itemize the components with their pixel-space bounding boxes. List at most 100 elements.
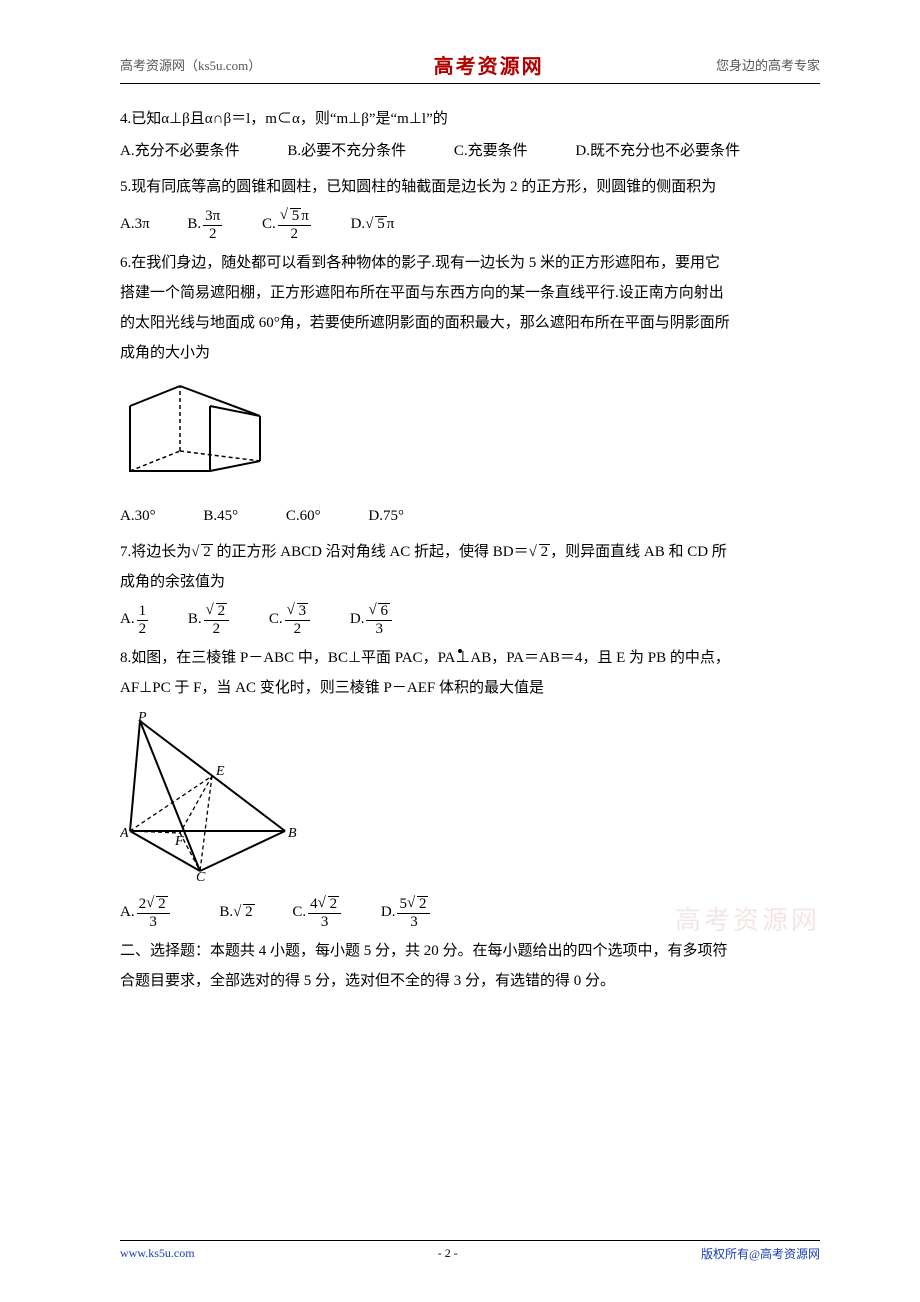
q6-opt-c: C.60° <box>286 501 321 531</box>
q8-c-rad: 2 <box>328 896 340 912</box>
q8-p2: AF⊥PC 于 F，当 AC 变化时，则三棱锥 P－AEF 体积的最大值是 <box>120 673 820 703</box>
content: 4.已知α⊥β且α∩β＝l，m⊂α，则“m⊥β”是“m⊥l”的 A.充分不必要条… <box>120 104 820 996</box>
q8-label-b: B <box>288 826 297 841</box>
q4-options: A.充分不必要条件 B.必要不充分条件 C.充要条件 D.既不充分也不必要条件 <box>120 136 820 166</box>
q5-options: A.3π B.3π2 C.5π2 D.5 π <box>120 208 820 242</box>
q8-b-rad: 2 <box>243 904 255 920</box>
q8-opt-b: B. 2 <box>219 897 254 927</box>
q7-a-prefix: A. <box>120 604 135 634</box>
q5-b-num: 3π <box>203 209 222 225</box>
q8-label-c: C <box>196 870 206 881</box>
q8-a-rad: 2 <box>156 896 168 912</box>
q7-a-den: 2 <box>137 620 149 637</box>
q5-stem: 5.现有同底等高的圆锥和圆柱，已知圆柱的轴截面是边长为 2 的正方形，则圆锥的侧… <box>120 172 820 202</box>
q8-d-prefix: D. <box>381 897 396 927</box>
q6-p1: 6.在我们身边，随处都可以看到各种物体的影子.现有一边长为 5 米的正方形遮阳布… <box>120 248 820 278</box>
q8-a-pre: 2 <box>139 897 147 912</box>
q7-b-prefix: B. <box>188 604 202 634</box>
q8-label-p: P <box>137 711 147 725</box>
sec2-p2: 合题目要求，全部选对的得 5 分，选对但不全的得 3 分，有选错的得 0 分。 <box>120 966 820 996</box>
q8-p1: 8.如图，在三棱锥 P－ABC 中，BC⊥平面 PAC，PA⊥AB，PA＝AB＝… <box>120 643 820 673</box>
footer-right: 版权所有@高考资源网 <box>701 1245 820 1262</box>
q8-c-pre: 4 <box>310 897 318 912</box>
q8-options: A.223 B.2 C.423 D.523 <box>120 896 820 930</box>
q8-d-rad: 2 <box>417 896 429 912</box>
q8-c-prefix: C. <box>292 897 306 927</box>
q8-opt-a: A. 223 <box>120 896 172 930</box>
q7-a-num: 1 <box>137 604 149 620</box>
header-center-logo: 高考资源网 <box>434 50 544 79</box>
q5-d-suffix: π <box>387 209 395 239</box>
q5-c-suffix: π <box>301 209 309 224</box>
question-4: 4.已知α⊥β且α∩β＝l，m⊂α，则“m⊥β”是“m⊥l”的 A.充分不必要条… <box>120 104 820 166</box>
q7-opt-d: D. 63 <box>350 603 394 637</box>
q7-opt-b: B.22 <box>188 603 231 637</box>
q7-line2: 成角的余弦值为 <box>120 567 820 597</box>
section-2-intro: 二、选择题：本题共 4 小题，每小题 5 分，共 20 分。在每小题给出的四个选… <box>120 936 820 996</box>
q7-c-rad: 3 <box>297 603 309 619</box>
sec2-p1: 二、选择题：本题共 4 小题，每小题 5 分，共 20 分。在每小题给出的四个选… <box>120 936 820 966</box>
q8-b-prefix: B. <box>219 897 233 927</box>
q8-d-den: 3 <box>397 913 430 930</box>
q4-stem: 4.已知α⊥β且α∩β＝l，m⊂α，则“m⊥β”是“m⊥l”的 <box>120 104 820 134</box>
q7-post: ，则异面直线 AB 和 CD 所 <box>550 544 727 560</box>
q8-label-e: E <box>215 764 225 779</box>
footer-left: www.ks5u.com <box>120 1246 195 1261</box>
q6-opt-a: A.30° <box>120 501 156 531</box>
q7-pre: 7.将边长为 <box>120 544 191 560</box>
q8-d-pre: 5 <box>399 897 407 912</box>
q7-opt-a: A.12 <box>120 604 150 637</box>
q8-label-f: F <box>174 834 184 849</box>
q5-opt-b: B.3π2 <box>187 209 224 242</box>
q7-mid: 的正方形 ABCD 沿对角线 AC 折起，使得 BD＝ <box>213 544 529 560</box>
q6-opt-d: D.75° <box>368 501 404 531</box>
q7-d-rad: 6 <box>378 603 390 619</box>
q8-a-den: 3 <box>137 913 170 930</box>
header-left: 高考资源网（ks5u.com） <box>120 55 261 74</box>
footer-rule <box>120 1240 820 1241</box>
question-7: 7.将边长为2 的正方形 ABCD 沿对角线 AC 折起，使得 BD＝2，则异面… <box>120 537 820 637</box>
q7-c-prefix: C. <box>269 604 283 634</box>
header-right: 您身边的高考专家 <box>716 55 820 74</box>
q7-rad2: 2 <box>539 544 551 560</box>
q7-b-rad: 2 <box>216 603 228 619</box>
q7-d-prefix: D. <box>350 604 365 634</box>
q7-b-den: 2 <box>204 620 230 637</box>
q5-b-prefix: B. <box>187 209 201 239</box>
q4-opt-b: B.必要不充分条件 <box>287 136 406 166</box>
q6-figure <box>120 376 820 497</box>
question-6: 6.在我们身边，随处都可以看到各种物体的影子.现有一边长为 5 米的正方形遮阳布… <box>120 248 820 531</box>
q5-opt-c: C. 5π2 <box>262 208 313 242</box>
q7-line1: 7.将边长为2 的正方形 ABCD 沿对角线 AC 折起，使得 BD＝2，则异面… <box>120 537 820 567</box>
q4-opt-c: C.充要条件 <box>454 136 528 166</box>
q4-opt-a: A.充分不必要条件 <box>120 136 240 166</box>
q4-opt-d: D.既不充分也不必要条件 <box>575 136 740 166</box>
q7-c-den: 2 <box>285 620 311 637</box>
footer-page-number: - 2 - <box>438 1246 458 1261</box>
q5-d-prefix: D. <box>351 209 366 239</box>
q8-c-den: 3 <box>308 913 341 930</box>
q6-options: A.30° B.45° C.60° D.75° <box>120 501 820 531</box>
q8-a-prefix: A. <box>120 897 135 927</box>
page-footer: www.ks5u.com - 2 - 版权所有@高考资源网 <box>120 1240 820 1262</box>
page-header: 高考资源网（ks5u.com） 高考资源网 您身边的高考专家 <box>120 50 820 79</box>
q8-label-a: A <box>120 826 129 841</box>
question-8: 8.如图，在三棱锥 P－ABC 中，BC⊥平面 PAC，PA⊥AB，PA＝AB＝… <box>120 643 820 930</box>
question-5: 5.现有同底等高的圆锥和圆柱，已知圆柱的轴截面是边长为 2 的正方形，则圆锥的侧… <box>120 172 820 242</box>
q7-opt-c: C. 32 <box>269 603 312 637</box>
q6-p4: 成角的大小为 <box>120 338 820 368</box>
q8-opt-c: C. 423 <box>292 896 343 930</box>
q6-opt-b: B.45° <box>203 501 238 531</box>
header-rule <box>120 83 820 84</box>
q5-d-rad: 5 <box>375 216 387 232</box>
q5-c-den: 2 <box>278 225 311 242</box>
q6-p3: 的太阳光线与地面成 60°角，若要使所遮阴影面的面积最大，那么遮阳布所在平面与阴… <box>120 308 820 338</box>
q5-opt-d: D. 5 π <box>351 209 395 239</box>
q7-options: A.12 B.22 C.32 D.63 <box>120 603 820 637</box>
q7-d-den: 3 <box>366 620 392 637</box>
q8-opt-d: D.523 <box>381 896 433 930</box>
q5-c-rad: 5 <box>290 208 302 224</box>
q5-c-prefix: C. <box>262 209 276 239</box>
q7-rad1: 2 <box>201 544 213 560</box>
q8-figure: P A B C E F <box>120 711 820 892</box>
